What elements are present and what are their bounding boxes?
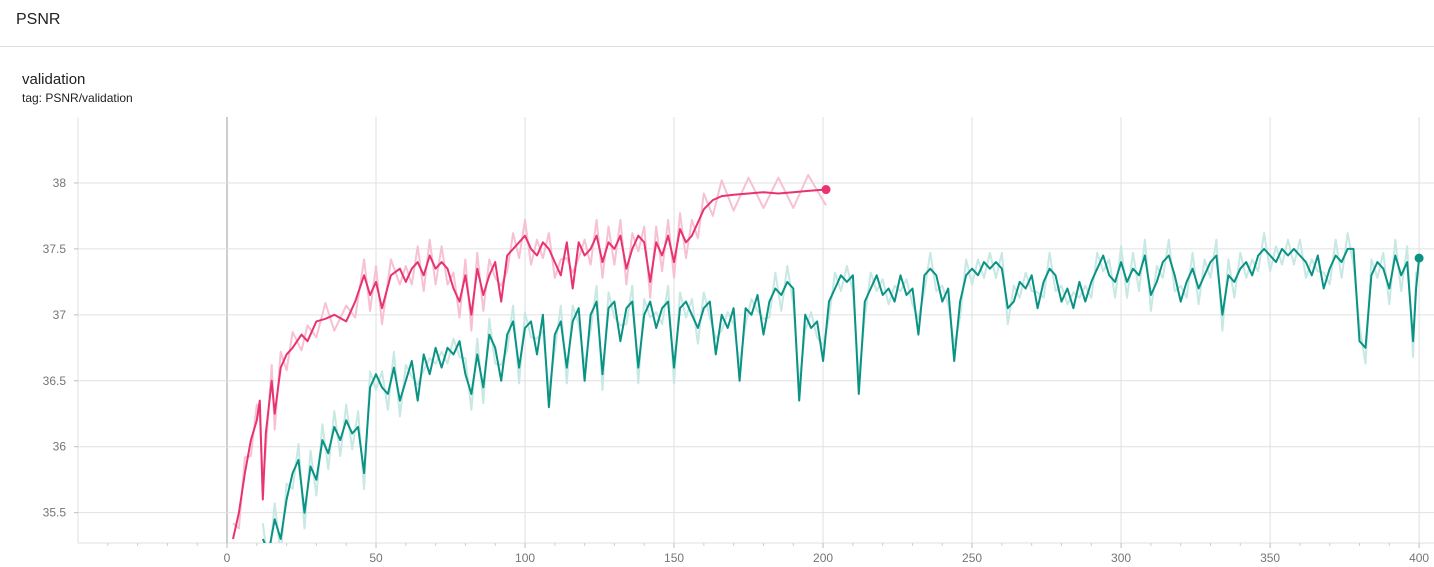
series-1-last-point [821, 185, 831, 195]
series-2-line [261, 247, 1421, 543]
smoothed-series-group [232, 188, 1421, 543]
x-axis: 0 50 100 150 200 250 300 350 400 [107, 543, 1429, 565]
y-tick-label: 36.5 [43, 374, 67, 388]
raw-series-group [232, 174, 1420, 543]
section-header: PSNR [0, 0, 1434, 47]
x-tick-label: 350 [1260, 551, 1280, 565]
x-tick-label: 400 [1409, 551, 1429, 565]
section-title: PSNR [16, 11, 61, 28]
x-tick-label: 250 [962, 551, 982, 565]
last-point-group [821, 185, 1424, 263]
grid [77, 117, 1434, 544]
y-tick-label: 38 [53, 176, 67, 190]
x-tick-label: 150 [664, 551, 684, 565]
x-tick-label: 50 [369, 551, 383, 565]
y-tick-label: 35.5 [43, 506, 67, 520]
x-tick-label: 0 [224, 551, 231, 565]
card-title: validation [22, 71, 86, 88]
card-tag: tag: PSNR/validation [22, 91, 133, 105]
y-tick-label: 36 [53, 440, 67, 454]
series-2-last-point [1414, 253, 1424, 263]
x-tick-label: 200 [813, 551, 833, 565]
y-axis: 35.5 36 36.5 37 37.5 38 [43, 176, 78, 520]
series-1-line [232, 188, 827, 540]
y-tick-label: 37 [53, 308, 67, 322]
x-tick-label: 300 [1111, 551, 1131, 565]
x-tick-label: 100 [515, 551, 535, 565]
y-tick-label: 37.5 [43, 242, 67, 256]
